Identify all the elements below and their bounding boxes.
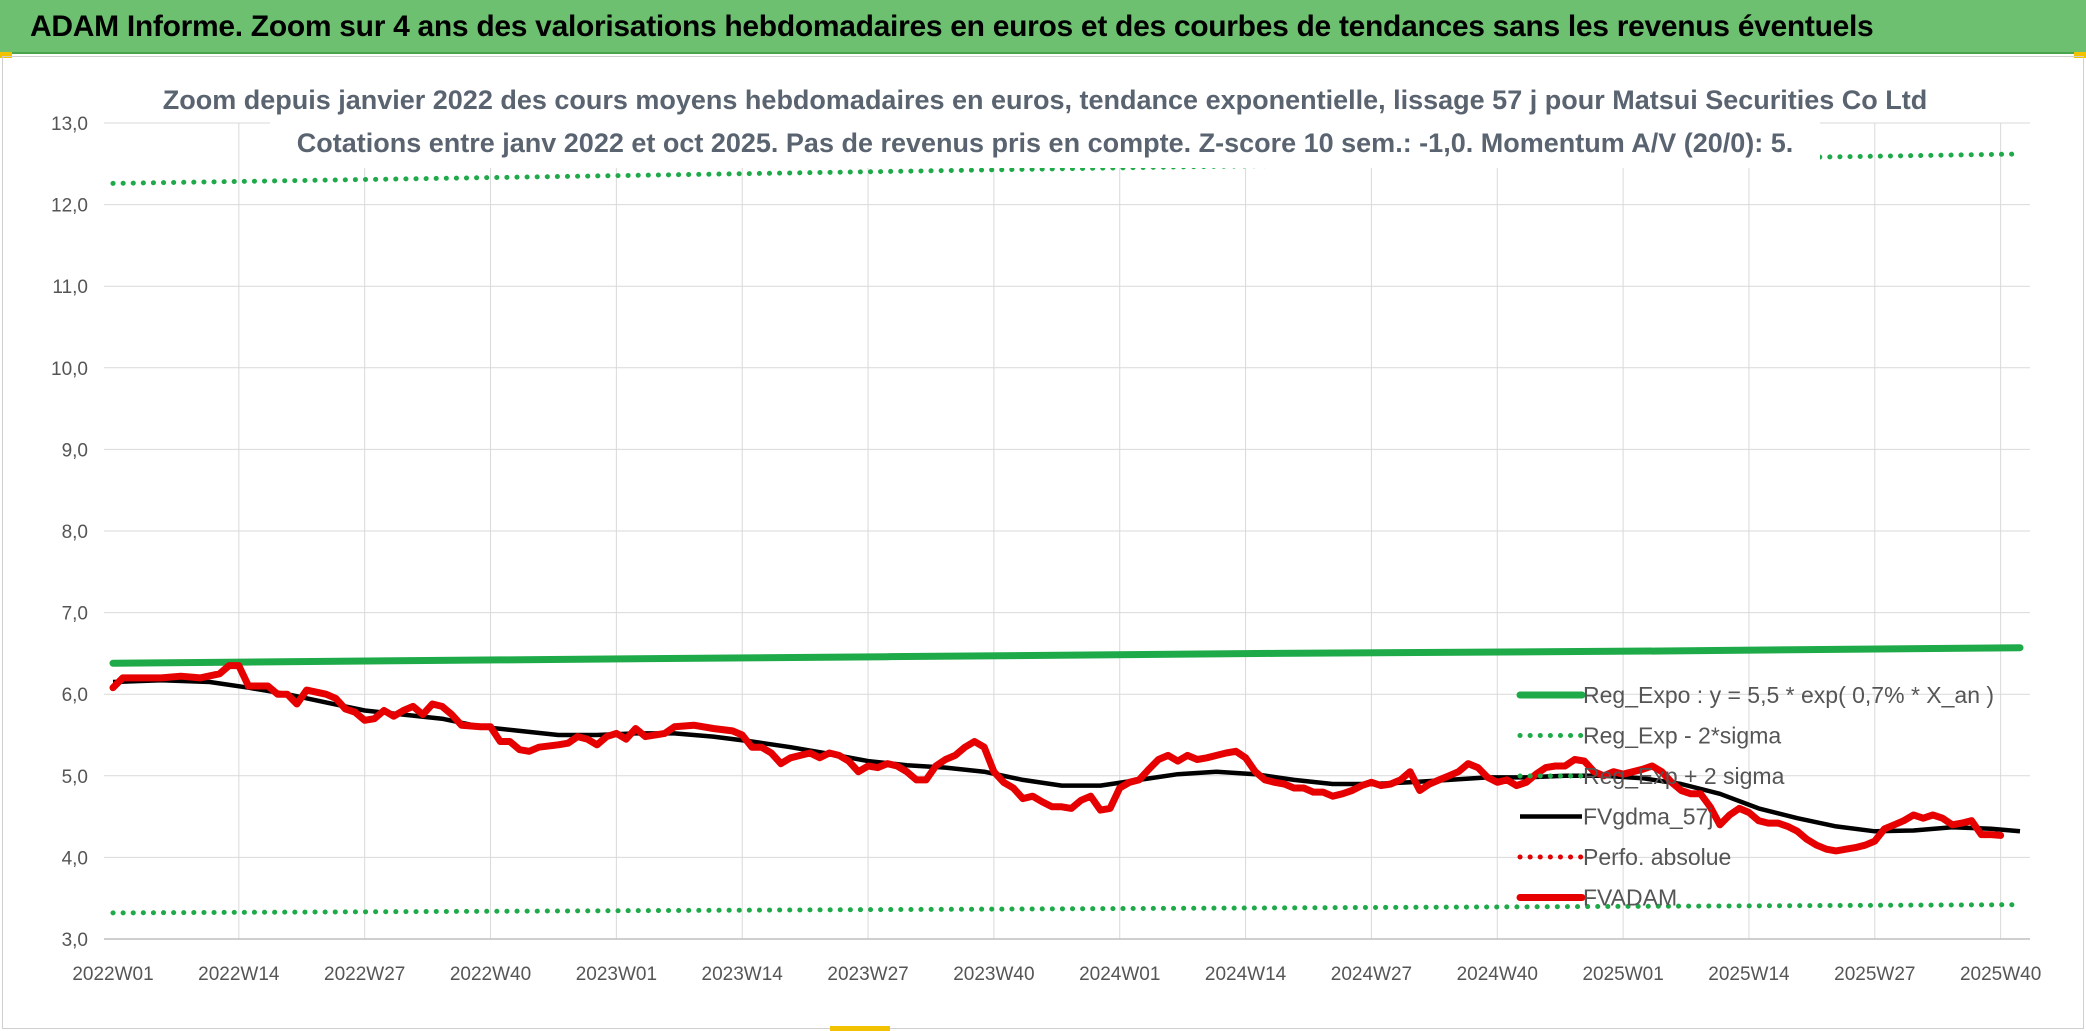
y-tick-label: 8,0	[62, 522, 88, 543]
x-tick-label: 2022W01	[72, 964, 153, 985]
x-tick-label: 2025W01	[1582, 964, 1663, 985]
x-tick-label: 2025W40	[1960, 964, 2041, 985]
grid	[104, 122, 2030, 940]
series-layer	[109, 151, 2024, 916]
x-tick-label: 2025W27	[1834, 964, 1915, 985]
legend-label: Perfo. absolue	[1583, 844, 1731, 870]
banner-accent-left	[0, 52, 12, 58]
x-tick-label: 2024W14	[1205, 964, 1287, 985]
x-tick-label: 2024W27	[1331, 964, 1412, 985]
series-line-reg-expo-y-5-5-exp-0-7-x-an	[109, 644, 2024, 667]
banner-accent-right	[2074, 52, 2086, 58]
y-tick-label: 13,0	[51, 114, 88, 135]
y-tick-label: 10,0	[51, 359, 88, 380]
banner-title: ADAM Informe. Zoom sur 4 ans des valoris…	[30, 10, 1874, 43]
chart-title: Zoom depuis janvier 2022 des cours moyen…	[163, 85, 1928, 115]
legend: Reg_Expo : y = 5,5 * exp( 0,7% * X_an ) R…	[1516, 682, 1994, 911]
chart-title-block: Zoom depuis janvier 2022 des cours moyen…	[163, 76, 1928, 168]
x-tick-label: 2024W01	[1079, 964, 1160, 985]
x-tick-label: 2024W40	[1457, 964, 1538, 985]
x-tick-label: 2022W40	[450, 964, 531, 985]
series-line-reg-exp-2-sigma	[110, 902, 2023, 916]
x-tick-label: 2023W40	[953, 964, 1034, 985]
axis-labels: 3,0 4,0 5,0 6,0 7,0 8,0 9,0 10,0 11,0 12,0 13,0 202…	[51, 114, 2041, 985]
y-tick-label: 12,0	[51, 196, 88, 217]
y-tick-label: 4,0	[62, 848, 88, 869]
y-tick-label: 3,0	[62, 930, 88, 951]
legend-label: Reg_Exp + 2 sigma	[1583, 763, 1785, 789]
legend-label: FVgdma_57j	[1583, 804, 1713, 830]
y-tick-label: 6,0	[62, 685, 88, 706]
y-tick-label: 11,0	[52, 277, 88, 298]
x-tick-label: 2023W27	[827, 964, 908, 985]
x-tick-label: 2022W27	[324, 964, 405, 985]
chart-subtitle: Cotations entre janv 2022 et oct 2025. P…	[297, 128, 1794, 158]
y-tick-label: 7,0	[62, 604, 88, 625]
x-tick-label: 2022W14	[198, 964, 280, 985]
series-line-fvgdma-57j	[112, 678, 2021, 834]
bottom-accent	[830, 1026, 890, 1031]
legend-label: Reg_Expo : y = 5,5 * exp( 0,7% * X_an )	[1583, 682, 1994, 708]
series-line-fvadam	[109, 662, 2005, 855]
y-tick-label: 5,0	[62, 767, 88, 788]
x-tick-label: 2025W14	[1708, 964, 1790, 985]
y-tick-label: 9,0	[62, 440, 88, 461]
report-banner: ADAM Informe. Zoom sur 4 ans des valoris…	[0, 0, 2086, 54]
x-tick-label: 2023W01	[576, 964, 657, 985]
chart-frame	[2, 56, 2084, 1029]
legend-label: FVADAM	[1583, 885, 1677, 911]
x-tick-label: 2023W14	[702, 964, 784, 985]
legend-label: Reg_Exp - 2*sigma	[1583, 723, 1781, 749]
title-background	[270, 76, 1820, 168]
